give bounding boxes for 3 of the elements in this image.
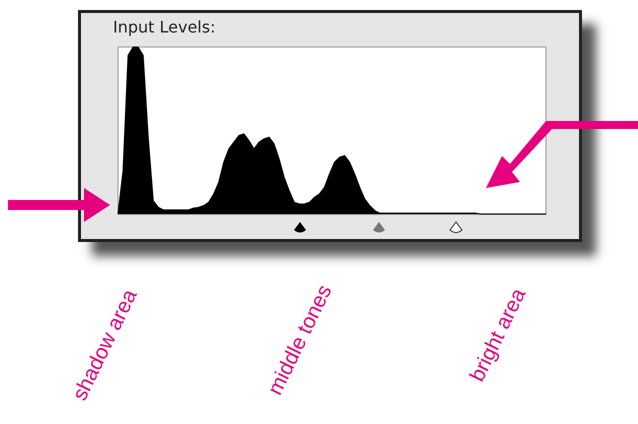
text: bright area	[466, 284, 530, 386]
chart-title: Input Levels:	[113, 18, 216, 36]
text: middle tones	[264, 281, 336, 399]
